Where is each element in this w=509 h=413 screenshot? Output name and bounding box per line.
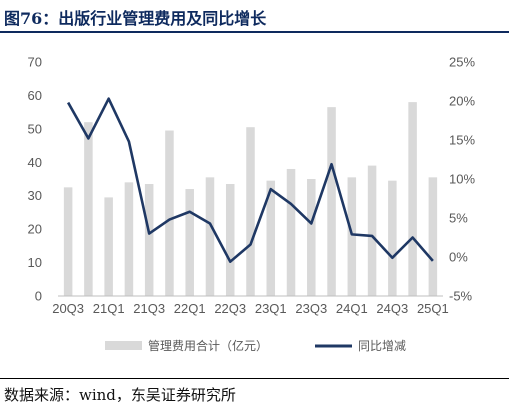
- left-tick-label: 40: [28, 155, 42, 170]
- left-tick-label: 30: [28, 188, 42, 203]
- bar: [185, 189, 194, 296]
- bar: [388, 180, 397, 296]
- legend-swatch-bar: [105, 341, 142, 350]
- x-tick-label: 22Q3: [214, 301, 246, 316]
- bar: [104, 197, 113, 296]
- bar: [367, 165, 377, 296]
- left-tick-label: 70: [28, 55, 42, 70]
- bar: [327, 107, 336, 296]
- footer-rule: [0, 378, 509, 379]
- bar: [266, 180, 276, 296]
- series-line: [66, 97, 434, 263]
- right-tick-label: 20%: [449, 94, 475, 109]
- bar: [205, 177, 215, 296]
- line-series: [66, 97, 434, 263]
- legend-label-line: 同比增减: [358, 339, 406, 353]
- title-rule: [0, 31, 509, 33]
- bar: [63, 187, 73, 296]
- right-tick-label: 10%: [449, 172, 475, 187]
- figure-title: 图76：出版行业管理费用及同比增长: [4, 9, 267, 28]
- right-tick-label: 15%: [449, 133, 475, 148]
- x-tick-label: 21Q1: [93, 301, 125, 316]
- left-tick-label: 50: [28, 121, 42, 136]
- x-tick-label: 22Q1: [174, 301, 206, 316]
- bar: [428, 177, 438, 296]
- left-tick-label: 60: [28, 88, 42, 103]
- left-axis-ticks: 0 10 20 30 40 50 60 70: [28, 55, 42, 304]
- source-note: 数据来源：wind，东吴证券研究所: [4, 386, 236, 404]
- bar: [286, 168, 296, 296]
- left-tick-label: 20: [28, 222, 42, 237]
- x-tick-label: 23Q3: [295, 301, 327, 316]
- left-tick-label: 0: [35, 289, 42, 304]
- x-axis-ticks: 20Q3 21Q1 21Q3 22Q1 22Q3 23Q1 23Q3 24Q1 24Q3 25Q1: [52, 301, 449, 316]
- bar: [165, 130, 174, 296]
- right-tick-label: 25%: [449, 55, 475, 70]
- right-axis-ticks: -5% 0% 5% 10% 15% 20% 25%: [449, 55, 475, 304]
- x-tick-label: 24Q1: [336, 301, 368, 316]
- x-tick-label: 23Q1: [255, 301, 287, 316]
- bar: [246, 127, 255, 296]
- bar-series: [63, 102, 438, 297]
- bar: [307, 179, 316, 296]
- left-tick-label: 10: [28, 255, 42, 270]
- bar: [144, 184, 154, 296]
- bar: [408, 102, 417, 296]
- x-tick-label: 24Q3: [376, 301, 408, 316]
- right-tick-label: 0%: [449, 250, 468, 265]
- title-bar: 图76：出版行业管理费用及同比增长: [0, 0, 509, 33]
- bar: [124, 182, 134, 296]
- right-tick-label: 5%: [449, 211, 468, 226]
- bar: [225, 184, 235, 296]
- legend: 管理费用合计（亿元） 同比增减: [105, 338, 406, 353]
- right-tick-label: -5%: [449, 289, 473, 304]
- chart: 0 10 20 30 40 50 60 70 -5% 0% 5% 10% 15% 20% 25% 20Q3…: [28, 55, 476, 354]
- x-tick-label: 20Q3: [52, 301, 84, 316]
- legend-label-bar: 管理费用合计（亿元）: [148, 338, 268, 353]
- x-tick-label: 25Q1: [417, 301, 449, 316]
- bar: [347, 177, 357, 296]
- x-tick-label: 21Q3: [133, 301, 165, 316]
- bar: [84, 122, 93, 297]
